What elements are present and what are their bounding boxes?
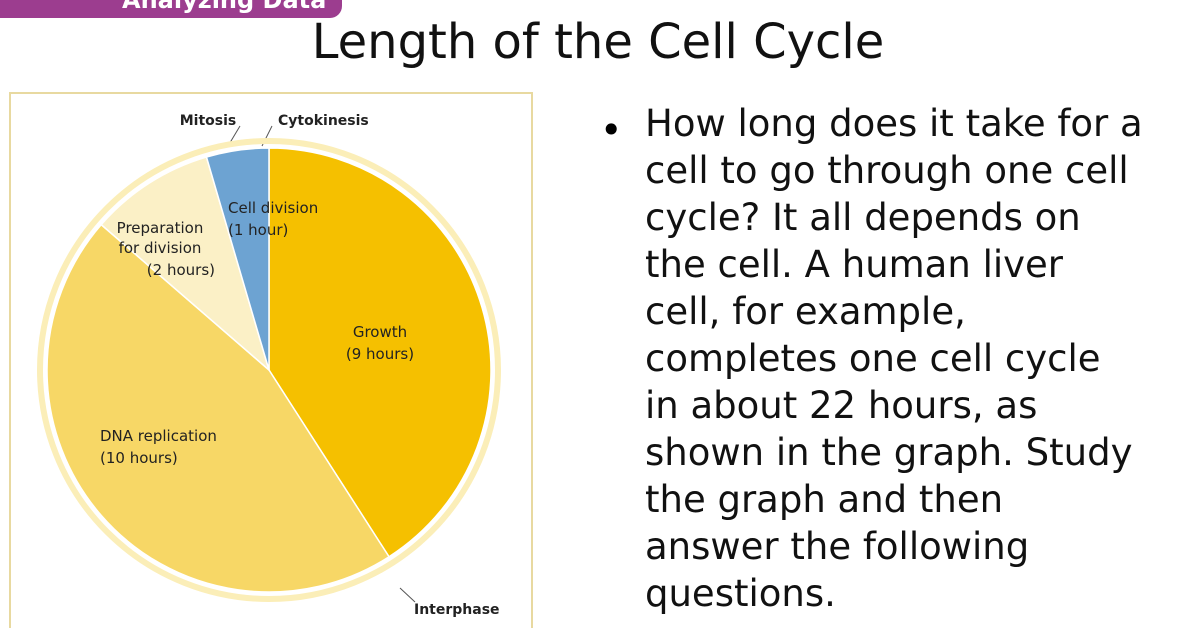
pie-slice [268, 147, 492, 558]
slice-label: DNA replication [100, 427, 217, 445]
banner-text: Analyzing Data [122, 0, 327, 14]
bullet-text: How long does it take for a cell to go t… [645, 102, 1143, 615]
slice-label: Preparation for division [116, 219, 204, 257]
chart-frame [9, 92, 533, 628]
value-label: (2 hours) [146, 261, 215, 279]
outer-ring [37, 138, 501, 602]
pie-slice [205, 147, 270, 371]
annotation: Interphase [414, 602, 500, 618]
value-label: (9 hours) [345, 345, 415, 363]
slice-label: Growth [352, 323, 408, 341]
slice-label: Cell division [228, 199, 319, 217]
bullet-dot: • [600, 108, 623, 152]
annotation: Cytokinesis [278, 113, 369, 129]
leader [399, 587, 416, 603]
slide-title: Length of the Cell Cycle [311, 14, 885, 70]
pie-slice [46, 223, 391, 593]
annotation: Mitosis [180, 113, 237, 129]
pie-slice [100, 156, 271, 373]
banner [0, 0, 342, 18]
chart: Mitosis Cytokinesis Interphase [9, 92, 533, 628]
value-label: (10 hours) [100, 449, 178, 467]
value-label: (1 hour) [228, 221, 289, 239]
